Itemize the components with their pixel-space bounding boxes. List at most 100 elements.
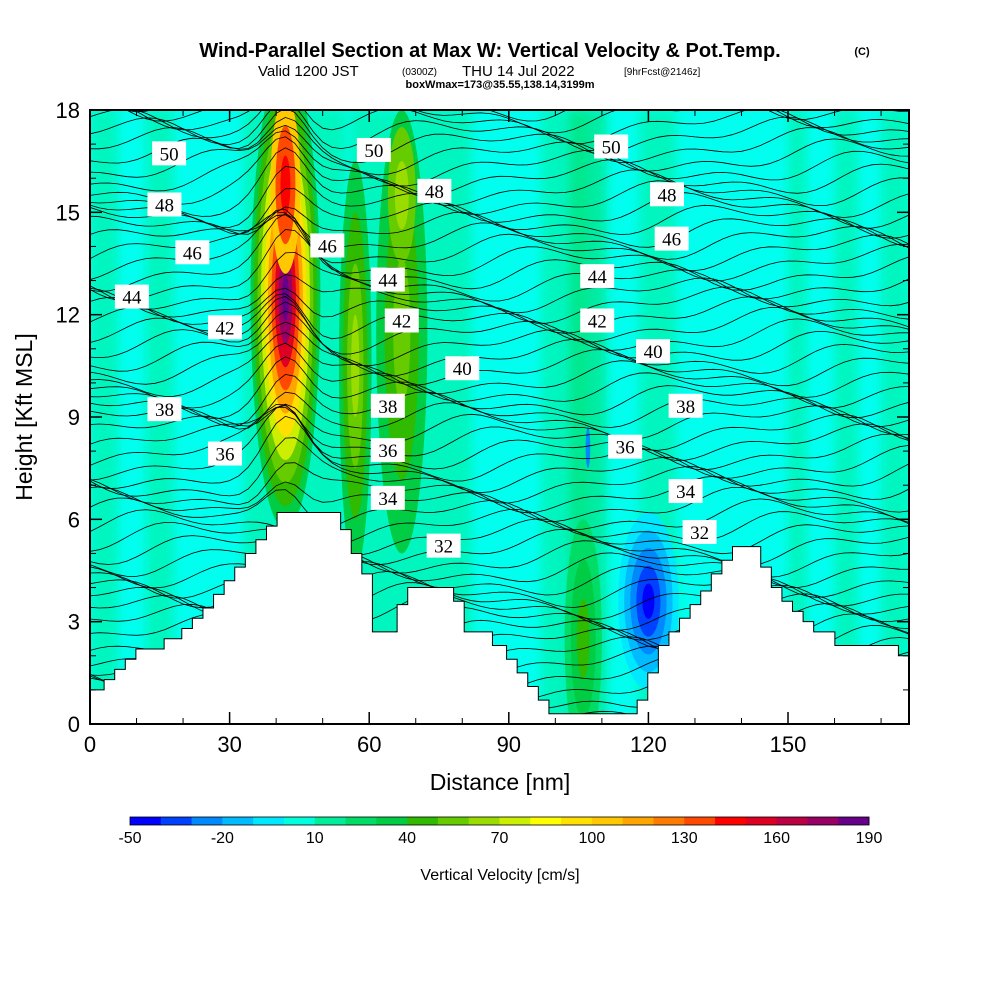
contour-label-bg xyxy=(152,141,187,166)
contour-label-text: 46 xyxy=(662,230,681,251)
velocity-core-layer xyxy=(281,274,289,321)
contour-label-bg xyxy=(114,284,149,309)
contour-label: 38 xyxy=(668,393,703,418)
x-tick-label: 90 xyxy=(497,732,521,757)
contour-labels: 50 50 50 48 48 48 46 46 46 44 44 44 42 42 42 40 40 38 38 38… xyxy=(114,134,717,558)
contour-label-bg xyxy=(682,519,717,544)
isentrope-line xyxy=(90,551,909,589)
y-tick-label: 0 xyxy=(68,712,80,737)
contour-label: 44 xyxy=(114,284,149,309)
contour-label-bg xyxy=(384,308,419,333)
contour-label-bg xyxy=(370,438,405,463)
contour-label-bg xyxy=(370,393,405,418)
colorbar-swatch xyxy=(345,817,377,825)
isentrope-line xyxy=(90,373,909,428)
isentrope-line xyxy=(90,403,909,451)
colorbar-swatch xyxy=(314,817,347,825)
colorbar-label: Vertical Velocity [cm/s] xyxy=(420,867,579,884)
colorbar-swatch xyxy=(684,817,716,825)
isentrope-line xyxy=(90,301,909,367)
contour-label-bg xyxy=(370,267,405,292)
colorbar-swatch xyxy=(838,817,870,825)
contour-label-bg xyxy=(147,397,182,422)
contour-label: 46 xyxy=(175,240,210,265)
contour-label: 34 xyxy=(668,479,703,504)
colorbar-swatch xyxy=(745,817,778,825)
contour-label: 40 xyxy=(445,356,480,381)
contour-label: 50 xyxy=(594,134,629,159)
contour-label-text: 46 xyxy=(318,236,337,257)
colorbar-tick-label: 130 xyxy=(671,830,698,847)
contour-label: 34 xyxy=(370,485,405,510)
contour-label: 46 xyxy=(310,233,345,258)
colorbar-swatch xyxy=(653,817,685,825)
isentrope-line xyxy=(90,208,909,282)
contour-label-bg xyxy=(207,315,242,340)
contour-label-bg xyxy=(580,308,615,333)
contour-label: 42 xyxy=(207,315,242,340)
y-tick-label: 6 xyxy=(68,507,80,532)
contour-label-bg xyxy=(650,182,685,207)
isentrope-line xyxy=(90,130,909,197)
contour-label-text: 50 xyxy=(602,138,621,159)
colorbar-tick-label: 160 xyxy=(763,830,790,847)
contour-label-text: 34 xyxy=(378,489,398,510)
contour-label-bg xyxy=(668,393,703,418)
isentrope-line xyxy=(90,415,909,494)
subtitle-valid: Valid 1200 JST xyxy=(258,63,359,80)
contour-label-text: 36 xyxy=(215,445,234,466)
y-axis-label: Height [Kft MSL] xyxy=(11,333,37,500)
y-tick-label: 9 xyxy=(68,405,80,430)
contour-label: 50 xyxy=(356,137,391,162)
chart-title: Wind-Parallel Section at Max W: Vertical… xyxy=(199,40,780,62)
contour-label-bg xyxy=(668,479,703,504)
isentrope-line xyxy=(90,332,909,398)
isentrope-line xyxy=(90,147,909,218)
velocity-core-layer xyxy=(642,583,655,619)
isentrope-line xyxy=(90,188,909,239)
contour-label-text: 32 xyxy=(434,537,453,558)
isentrope-line xyxy=(90,211,909,272)
colorbar-tick-label: 100 xyxy=(579,830,606,847)
contour-label-text: 48 xyxy=(658,185,677,206)
contour-label-text: 38 xyxy=(676,397,695,418)
isentrope-line xyxy=(90,321,909,387)
isentrope-line xyxy=(90,356,909,419)
contour-label: 46 xyxy=(654,226,689,251)
contour-label-text: 38 xyxy=(378,397,397,418)
contour-label-text: 38 xyxy=(155,400,174,421)
contour-label: 42 xyxy=(384,308,419,333)
colorbar-tick-label: -20 xyxy=(211,830,234,847)
isentrope-line xyxy=(90,518,909,556)
isentrope-line xyxy=(90,229,909,302)
contour-label: 40 xyxy=(636,339,671,364)
colorbar-tick-label: 70 xyxy=(491,830,509,847)
colorbar-swatch xyxy=(807,817,839,825)
contour-label: 32 xyxy=(426,533,461,558)
isentrope-line xyxy=(90,437,909,504)
subtitle-zulu: (0300Z) xyxy=(402,67,437,78)
contour-label-text: 42 xyxy=(215,318,234,339)
colorbar-swatch xyxy=(283,817,316,825)
isentrope-line xyxy=(90,116,909,176)
contour-label-bg xyxy=(356,137,391,162)
contour-label-text: 42 xyxy=(588,311,607,332)
colorbar-swatch xyxy=(622,817,654,825)
isentrope-line xyxy=(90,165,909,229)
contour-label: 36 xyxy=(370,438,405,463)
isentrope-line xyxy=(90,136,909,207)
colorbar-swatch xyxy=(130,817,162,825)
contour-label: 36 xyxy=(207,441,242,466)
colorbar-swatch xyxy=(530,817,562,825)
velocity-core-layer xyxy=(577,598,590,679)
isentrope-line xyxy=(90,462,909,514)
title-mark: (C) xyxy=(854,46,870,58)
contour-label-bg xyxy=(636,339,671,364)
colorbar-swatch xyxy=(715,817,747,825)
isentrope-line xyxy=(90,110,909,164)
isentrope-line xyxy=(90,540,909,578)
isentrope-line xyxy=(90,206,909,248)
subtitle-date: THU 14 Jul 2022 xyxy=(462,63,575,80)
contour-label-text: 40 xyxy=(644,342,663,363)
contour-label: 42 xyxy=(580,308,615,333)
